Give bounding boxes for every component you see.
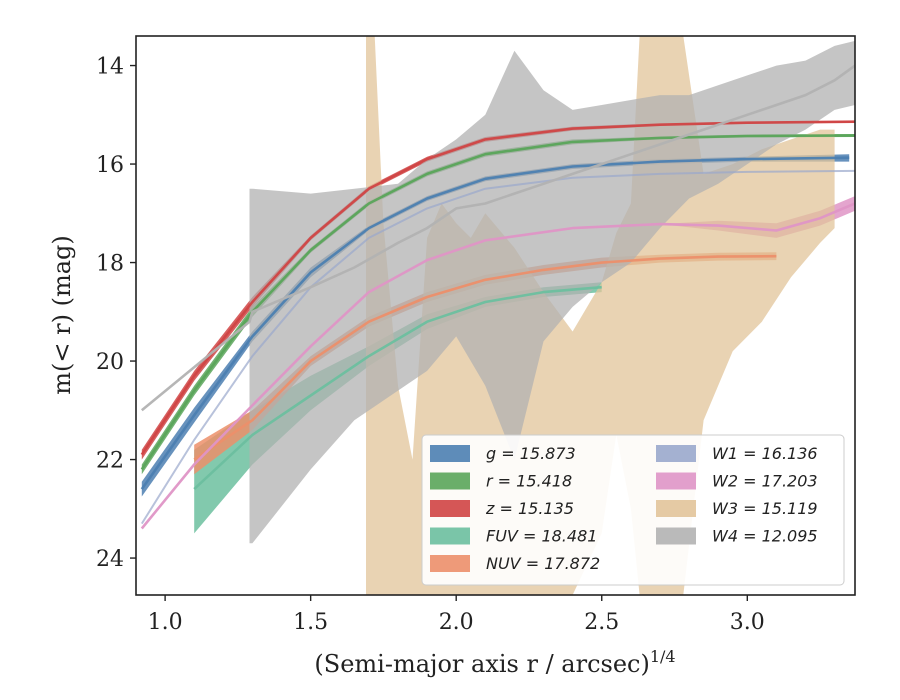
- x-tick-label: 2.0: [439, 610, 474, 635]
- plot-frame: [135, 35, 856, 596]
- x-tick-label: 1.5: [293, 610, 328, 635]
- x-tick-label: 1.0: [148, 610, 183, 635]
- line-z: [140, 120, 855, 456]
- lines-layer: [140, 64, 855, 530]
- legend-swatch-w1: [656, 445, 696, 462]
- y-tick-label: 18: [96, 252, 124, 277]
- line-r: [140, 134, 855, 471]
- y-tick-label: 24: [96, 547, 124, 572]
- legend-label-w3: W3 = 15.119: [712, 499, 818, 518]
- legend-swatch-r: [430, 472, 470, 490]
- x-axis-label-text: (Semi-major axis r / arcsec): [314, 650, 649, 678]
- legend-label-w4: W4 = 12.095: [712, 527, 818, 546]
- y-tick-label: 14: [96, 55, 124, 80]
- legend-swatch-w4: [656, 527, 696, 545]
- y-tick-label: 20: [96, 350, 124, 375]
- y-tick-label: 22: [96, 449, 124, 474]
- line-g: [140, 156, 850, 490]
- legend-label-z: z = 15.135: [485, 499, 574, 518]
- legend-swatch-fuv: [430, 527, 470, 545]
- x-tick-label: 2.5: [584, 610, 619, 635]
- legend: g = 15.873 r = 15.418 z = 15.135 FUV = 18.4…: [421, 434, 845, 586]
- legend-label-g: g = 15.873: [486, 444, 576, 463]
- line-w4: [140, 64, 855, 412]
- legend-swatch-z: [430, 500, 470, 517]
- legend-swatch-g: [430, 445, 470, 462]
- ticks-layer: 1.0 1.5 2.0 2.5 3.0 14 16 18 20 22 24: [96, 55, 765, 635]
- legend-label-r: r = 15.418: [486, 472, 572, 491]
- legend-label-w2: W2 = 17.203: [712, 472, 818, 491]
- legend-box: [421, 434, 845, 586]
- x-axis-label: (Semi-major axis r / arcsec)1/4: [314, 647, 675, 678]
- legend-swatch-w3: [656, 500, 696, 517]
- line-fuv: [193, 285, 602, 491]
- x-tick-label: 3.0: [730, 610, 765, 635]
- line-w1: [140, 169, 855, 525]
- legend-swatch-nuv: [430, 555, 470, 572]
- line-nuv: [193, 254, 777, 461]
- x-axis-label-power: 1/4: [650, 647, 676, 666]
- legend-swatch-w2: [656, 472, 696, 490]
- y-tick-label: 16: [96, 153, 124, 178]
- legend-label-nuv: NUV = 17.872: [486, 554, 600, 573]
- legend-label-fuv: FUV = 18.481: [486, 527, 597, 546]
- y-axis-label: m(< r) (mag): [48, 235, 76, 394]
- line-w2: [140, 202, 855, 530]
- legend-label-w1: W1 = 16.136: [712, 444, 818, 463]
